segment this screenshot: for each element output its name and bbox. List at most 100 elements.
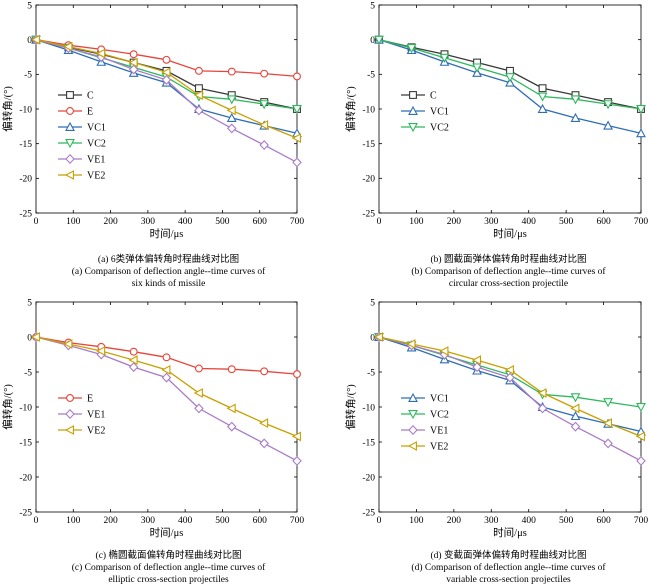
data-point (226, 123, 237, 134)
data-point (291, 431, 301, 442)
data-point (291, 133, 301, 144)
y-tick-label: -10 (362, 105, 375, 115)
y-tick-label: -25 (19, 209, 32, 219)
plot-frame (378, 301, 642, 513)
x-tick-label: 0 (377, 516, 382, 526)
data-point (260, 69, 269, 78)
data-point (194, 105, 204, 116)
x-tick-label: 500 (559, 217, 574, 227)
data-point (226, 421, 237, 432)
data-point (193, 90, 203, 101)
data-point (636, 455, 646, 466)
x-tick-label: 600 (253, 217, 268, 227)
data-point (603, 398, 613, 408)
data-point (128, 362, 139, 373)
data-point (570, 112, 581, 122)
y-tick-label: -20 (19, 473, 32, 483)
caption-d-en-1: (d) Comparison of deflection angle--time… (411, 563, 606, 573)
caption-c-en-2: elliptic cross-section projectiles (108, 575, 229, 585)
x-tick-label: 300 (141, 217, 156, 227)
data-point (406, 44, 417, 54)
y-tick-label: 5 (370, 298, 375, 308)
data-point (570, 421, 581, 432)
legend-label-e: E (87, 107, 93, 118)
y-tick-label: -25 (362, 508, 375, 518)
data-point (505, 77, 515, 87)
data-point (505, 372, 515, 383)
x-tick-label: 500 (215, 516, 230, 526)
data-point (226, 112, 237, 122)
data-point (439, 53, 450, 63)
x-axis-label: 时间/μs (493, 227, 527, 240)
y-tick-label: 5 (370, 1, 375, 11)
data-point (129, 347, 138, 356)
data-point (537, 388, 547, 398)
y-tick-label: -5 (24, 368, 32, 378)
legend-marker (408, 392, 418, 402)
x-tick-label: 100 (409, 217, 424, 227)
legend-marker (408, 123, 418, 133)
legend-label-e: E (87, 394, 93, 405)
data-point (128, 64, 139, 75)
x-tick-label: 700 (634, 516, 649, 526)
caption-a-cn: (a) 6类弹体偏转角时程曲线对比图 (97, 255, 240, 265)
data-point (30, 34, 40, 45)
data-point (96, 48, 106, 59)
data-point (226, 105, 236, 116)
data-point (570, 95, 581, 105)
data-point (226, 403, 236, 414)
plot-frame (35, 4, 298, 214)
legend-label-vc1: VC1 (430, 107, 449, 118)
data-point (161, 67, 171, 78)
data-point (162, 353, 171, 362)
panel-c: 0 100 200 300 400 500 600 700 5 0 -5 -10 -15 -20 -25 时间… (1, 298, 304, 539)
data-point (636, 403, 646, 413)
series-ve2 (30, 34, 301, 144)
data-point (63, 41, 73, 52)
data-point (259, 120, 269, 130)
y-axis-label: 偏转角/(°) (1, 384, 14, 430)
panel-d: 0 100 200 300 400 500 600 700 5 0 -5 -10 -15 -20 -25 时间… (344, 298, 648, 539)
series-vc2 (374, 35, 646, 115)
data-point (505, 73, 515, 83)
legend-marker (66, 394, 74, 402)
legend-label-ve1: VE1 (87, 155, 105, 166)
legend-marker (407, 441, 417, 451)
data-point (259, 438, 269, 449)
data-point (193, 388, 203, 398)
data-point (406, 339, 416, 349)
legend-marker (65, 121, 75, 131)
caption-c-cn: (c) 椭圆截面偏转角时程曲线对比图 (95, 551, 242, 561)
x-tick-label: 300 (141, 516, 156, 526)
x-tick-label: 400 (522, 217, 537, 227)
data-point (603, 438, 613, 449)
data-point (570, 410, 581, 421)
y-axis-label: 偏转角/(°) (1, 86, 14, 132)
x-tick-label: 0 (34, 217, 39, 227)
data-point (162, 55, 171, 64)
y-tick-label: -20 (362, 175, 375, 185)
legend: C VC1 VC2 (401, 91, 449, 134)
x-tick-label: 400 (178, 516, 193, 526)
data-point (227, 67, 236, 76)
caption-c: (c) 椭圆截面偏转角时程曲线对比图 (c) Comparison of def… (6, 550, 331, 586)
y-tick-label: 0 (370, 36, 375, 46)
legend-label-c: C (87, 91, 94, 102)
data-point (226, 95, 237, 105)
data-point (161, 74, 172, 85)
legend-marker (64, 170, 74, 180)
x-axis-label: 时间/μs (150, 526, 184, 539)
data-point (537, 92, 548, 102)
x-tick-label: 200 (447, 217, 462, 227)
x-tick-label: 600 (596, 217, 611, 227)
data-point (472, 63, 482, 73)
x-tick-label: 400 (522, 516, 537, 526)
data-point (472, 362, 482, 373)
series-ve2 (373, 332, 645, 442)
data-point (292, 157, 302, 168)
caption-b-cn: (b) 圆截面弹体偏转角时程曲线对比图 (430, 255, 587, 265)
data-point (161, 364, 171, 375)
y-tick-label: -15 (19, 438, 32, 448)
legend-marker (408, 410, 418, 420)
